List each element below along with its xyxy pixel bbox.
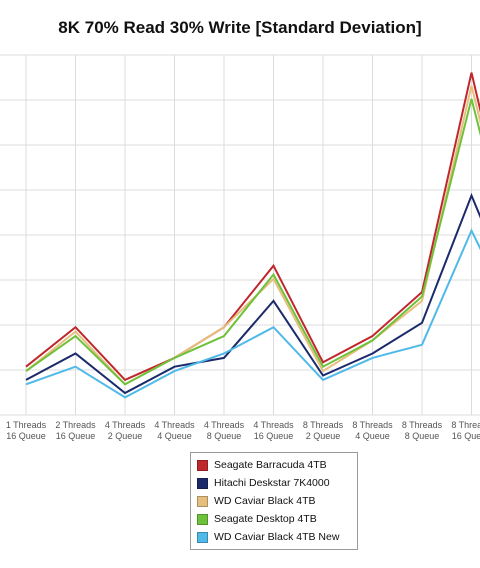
legend-item: WD Caviar Black 4TB [191,492,357,510]
chart-grid [0,54,480,416]
legend-swatch [197,513,208,525]
x-tick-label: 1 Threads 16 Queue [6,420,47,441]
legend-label: WD Caviar Black 4TB [214,495,316,507]
x-axis-ticks: 1 Threads 16 Queue 2 Threads 16 Queue 4 Thre… [6,420,480,441]
legend-swatch [197,495,208,507]
x-tick-label: 4 Threads 4 Queue [154,420,195,441]
legend-item: WD Caviar Black 4TB New [191,528,357,546]
series-line-0 [25,72,480,382]
legend-item: Seagate Barracuda 4TB [191,456,357,474]
legend-label: Seagate Desktop 4TB [214,513,317,525]
x-tick-label: 4 Threads 2 Queue [105,420,146,441]
legend-label: Hitachi Deskstar 7K4000 [214,477,330,489]
x-tick-label: 8 Threads 4 Queue [352,420,393,441]
legend-label: Seagate Barracuda 4TB [214,459,327,471]
series-line-3 [25,98,480,386]
x-tick-label: 4 Threads 16 Queue [253,420,294,441]
x-tick-label: 2 Threads 16 Queue [55,420,96,441]
chart-title: 8K 70% Read 30% Write [Standard Deviatio… [58,18,422,37]
line-chart: 1 Threads 16 Queue 2 Threads 16 Queue 4 Thre… [0,54,480,441]
x-tick-label: 8 Threads 8 Queue [402,420,443,441]
legend-item: Hitachi Deskstar 7K4000 [191,474,357,492]
chart-series [25,72,480,399]
series-line-4 [25,228,480,399]
legend-swatch [197,477,208,489]
legend-item: Seagate Desktop 4TB [191,510,357,528]
x-tick-label: 8 Threads 2 Queue [303,420,344,441]
legend-label: WD Caviar Black 4TB New [214,531,340,543]
legend-swatch [197,459,208,471]
chart-legend: Seagate Barracuda 4TB Hitachi Deskstar 7K… [190,452,358,550]
series-line-1 [25,192,480,395]
legend-swatch [197,531,208,543]
x-tick-label: 4 Threads 8 Queue [204,420,245,441]
